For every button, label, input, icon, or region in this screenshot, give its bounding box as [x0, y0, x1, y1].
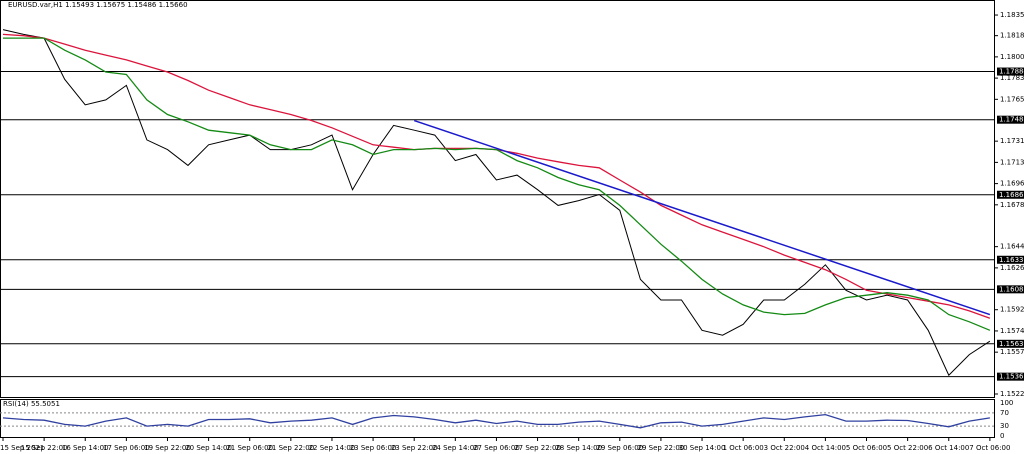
x-tick-label: 28 Sep 14:00	[555, 444, 602, 452]
y-tick-label: 1.17655	[1000, 95, 1024, 103]
y-tick-label: 1.15570	[1000, 348, 1024, 356]
x-tick-label: 21 Sep 22:00	[267, 444, 314, 452]
y-tick-label: 1.17830	[1000, 74, 1024, 82]
rsi-tick-label: 0	[1000, 432, 1004, 440]
y-tick-label: 1.16785	[1000, 201, 1024, 209]
y-tick-label: 1.18180	[1000, 32, 1024, 40]
level-label: 1.16332	[999, 256, 1024, 264]
level-label-box	[997, 285, 1024, 294]
series-line	[2, 29, 991, 377]
level-label-box	[997, 190, 1024, 199]
level-label: 1.16088	[999, 285, 1024, 293]
x-tick-label: 23 Sep 22:00	[391, 444, 438, 452]
y-tick-label: 1.18005	[1000, 53, 1024, 61]
y-tick-label: 1.15745	[1000, 327, 1024, 335]
y-tick-label: 1.16440	[1000, 243, 1024, 251]
x-tick-label: 5 Oct 06:00	[846, 444, 887, 452]
x-tick-label: 27 Sep 22:00	[514, 444, 561, 452]
series-line	[3, 37, 991, 331]
x-tick-label: 15 Sep 22:00	[21, 444, 68, 452]
y-tick-label: 1.15225	[1000, 390, 1024, 398]
x-tick-label: 5 Oct 22:00	[887, 444, 928, 452]
x-tick-label: 23 Sep 06:00	[350, 444, 397, 452]
x-tick-label: 27 Sep 06:00	[473, 444, 520, 452]
x-tick-label: 6 Oct 14:00	[928, 444, 969, 452]
y-tick-label: 1.18350	[1000, 11, 1024, 19]
price-frame	[0, 0, 995, 398]
x-tick-label: 3 Oct 22:00	[764, 444, 805, 452]
level-label-box	[997, 339, 1024, 348]
x-tick-label: 1 Oct 06:00	[723, 444, 764, 452]
x-tick-label: 30 Sep 14:00	[679, 444, 726, 452]
y-tick-label: 1.17310	[1000, 137, 1024, 145]
y-tick-label: 1.15920	[1000, 306, 1024, 314]
level-label-box	[997, 115, 1024, 124]
level-label: 1.17487	[999, 116, 1024, 124]
x-tick-label: 7 Oct 06:00	[969, 444, 1010, 452]
level-label: 1.15639	[999, 340, 1024, 348]
chart-title: EURUSD.var,H1 1.15493 1.15675 1.15486 1.…	[8, 1, 188, 9]
rsi-frame	[0, 399, 995, 438]
y-tick-label: 1.17135	[1000, 158, 1024, 166]
x-tick-label: 19 Sep 22:00	[144, 444, 191, 452]
level-label: 1.17884	[999, 68, 1024, 76]
trendline	[413, 119, 991, 316]
level-label-box	[997, 372, 1024, 381]
level-label: 1.15368	[999, 373, 1024, 381]
x-tick-label: 4 Oct 14:00	[805, 444, 846, 452]
y-tick-label: 1.16960	[1000, 180, 1024, 188]
x-tick-label: 24 Sep 14:00	[432, 444, 479, 452]
x-tick-label: 16 Sep 14:00	[62, 444, 109, 452]
level-label-box	[997, 255, 1024, 264]
y-tick-label: 1.16265	[1000, 264, 1024, 272]
x-tick-label: 22 Sep 14:00	[309, 444, 356, 452]
x-tick-label: 17 Sep 06:00	[103, 444, 150, 452]
level-label: 1.16868	[999, 191, 1024, 199]
x-tick-label: 29 Sep 06:00	[596, 444, 643, 452]
x-tick-label: 21 Sep 06:00	[226, 444, 273, 452]
x-tick-label: 29 Sep 22:00	[638, 444, 685, 452]
series-line	[2, 413, 990, 429]
level-label-box	[997, 67, 1024, 76]
rsi-tick-label: 100	[1000, 399, 1013, 407]
rsi-tick-label: 70	[1000, 409, 1009, 417]
rsi-title: RSI(14) 55.5051	[3, 400, 60, 408]
rsi-tick-label: 30	[1000, 422, 1009, 430]
x-tick-label: 15 Sep 2021	[0, 444, 44, 452]
x-tick-label: 20 Sep 14:00	[185, 444, 232, 452]
